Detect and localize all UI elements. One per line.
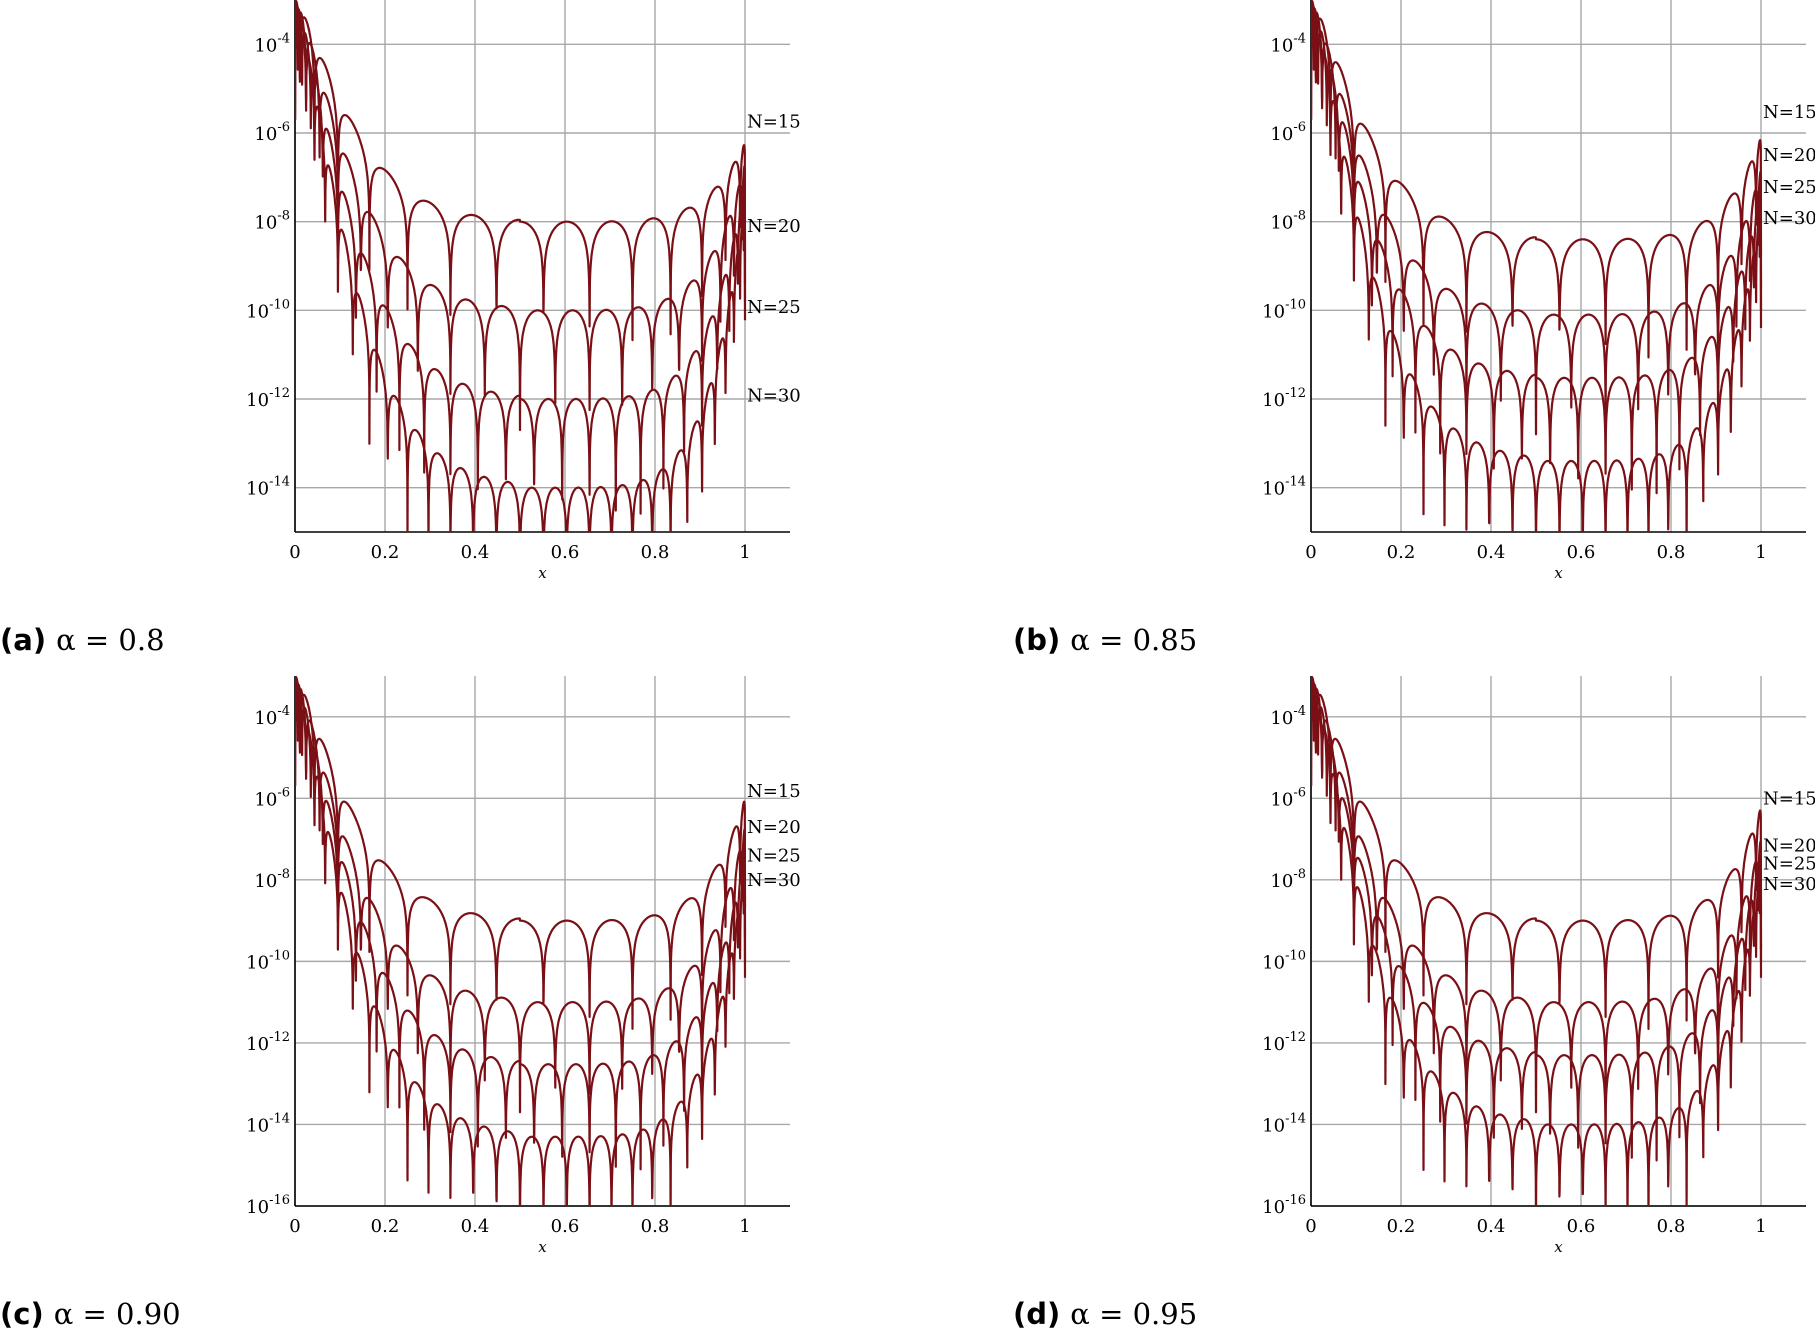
y-tick-label: 10-10	[1262, 948, 1306, 973]
curves	[1311, 676, 1763, 1206]
x-tick-label: 0.2	[371, 1216, 400, 1237]
series-line-N=15	[1311, 676, 1763, 1030]
y-tick-label: 10-6	[254, 120, 290, 145]
x-tick-label: 0.6	[551, 542, 580, 563]
curves	[295, 676, 747, 1206]
y-tick-label: 10-14	[1262, 1111, 1306, 1136]
y-tick-label: 10-8	[254, 867, 290, 892]
x-tick-label: 0.8	[1657, 542, 1686, 563]
y-tick-label: 10-8	[1270, 209, 1306, 234]
series-line-N=30	[295, 0, 747, 532]
series-label: N=25	[747, 845, 801, 866]
panel-caption: (a) α = 0.8	[0, 623, 165, 657]
x-tick-label: 0.6	[551, 1216, 580, 1237]
series-label: N=15	[1763, 788, 1815, 809]
series-line-N=30	[1311, 0, 1763, 532]
x-tick-label: 0.8	[1657, 1216, 1686, 1237]
x-tick-label: 0.8	[641, 542, 670, 563]
chart-panel-2: 0 0.2 0.4 0.6 0.8 1 x 10-4 10-6 10-8 10-10 10-12 10-…	[0, 676, 801, 1331]
x-axis-label: x	[1554, 1238, 1563, 1256]
y-tick-label: 10-14	[246, 475, 290, 500]
series-line-N=15	[1311, 0, 1763, 359]
chart-panel-3: 0 0.2 0.4 0.6 0.8 1 x 10-4 10-6 10-8 10-10 10-12 10-…	[1013, 676, 1815, 1331]
x-tick-label: 0.8	[641, 1216, 670, 1237]
series-label: N=25	[1763, 177, 1815, 198]
y-tick-label: 10-4	[254, 704, 290, 729]
y-tick-label: 10-10	[1262, 297, 1306, 322]
x-tick-label: 0	[1305, 1216, 1316, 1237]
series-label: N=30	[1763, 208, 1815, 229]
series-line-N=20	[295, 0, 747, 432]
series-label: N=30	[747, 385, 801, 406]
y-tick-label: 10-6	[254, 785, 290, 810]
y-tick-label: 10-4	[254, 31, 290, 56]
y-tick-label: 10-8	[1270, 867, 1306, 892]
series-label: N=15	[1763, 102, 1815, 123]
x-tick-label: 0.2	[1387, 1216, 1416, 1237]
y-tick-label: 10-14	[1262, 475, 1306, 500]
series-line-N=30	[1311, 676, 1763, 1206]
x-axis-label: x	[538, 564, 547, 582]
series-line-N=15	[295, 0, 747, 342]
curves	[1311, 0, 1763, 532]
series-line-N=30	[295, 676, 747, 1206]
series-label: N=25	[1763, 854, 1815, 875]
y-tick-label: 10-10	[246, 948, 290, 973]
panel-caption: (c) α = 0.90	[0, 1297, 181, 1331]
y-tick-label: 10-16	[1262, 1193, 1306, 1218]
series-line-N=20	[1311, 0, 1763, 436]
x-tick-label: 0.4	[1477, 1216, 1506, 1237]
x-tick-label: 0	[289, 542, 300, 563]
x-tick-label: 0.6	[1567, 542, 1596, 563]
series-line-N=25	[1311, 676, 1763, 1162]
series-label: N=30	[747, 870, 801, 891]
x-tick-label: 1	[1755, 542, 1766, 563]
x-tick-label: 0.6	[1567, 1216, 1596, 1237]
series-line-N=20	[295, 676, 747, 1114]
y-tick-label: 10-10	[246, 297, 290, 322]
series-label: N=15	[747, 112, 801, 133]
series-label: N=20	[1763, 835, 1815, 856]
series-line-N=25	[295, 676, 747, 1171]
y-tick-label: 10-14	[246, 1111, 290, 1136]
y-tick-label: 10-6	[1270, 120, 1306, 145]
chart-panel-1: 0 0.2 0.4 0.6 0.8 1 x 10-4 10-6 10-8 10-10 10-12 10-…	[1013, 0, 1815, 657]
panel-caption: (b) α = 0.85	[1013, 623, 1197, 657]
y-tick-label: 10-4	[1270, 704, 1306, 729]
x-axis-label: x	[1554, 564, 1563, 582]
y-tick-label: 10-8	[254, 209, 290, 234]
x-axis-label: x	[538, 1238, 547, 1256]
x-tick-label: 1	[739, 1216, 750, 1237]
x-tick-label: 0.4	[461, 1216, 490, 1237]
series-line-N=25	[295, 0, 747, 515]
y-tick-label: 10-16	[246, 1193, 290, 1218]
series-label: N=20	[747, 216, 801, 237]
series-line-N=15	[295, 676, 747, 1030]
x-tick-label: 0.4	[461, 542, 490, 563]
series-line-N=25	[1311, 0, 1763, 495]
y-tick-label: 10-12	[1262, 1030, 1306, 1055]
x-tick-label: 0.2	[371, 542, 400, 563]
y-tick-label: 10-4	[1270, 31, 1306, 56]
y-tick-label: 10-12	[246, 386, 290, 411]
series-label: N=25	[747, 297, 801, 318]
x-tick-label: 0	[289, 1216, 300, 1237]
curves	[295, 0, 747, 532]
chart-panel-0: 0 0.2 0.4 0.6 0.8 1 x 10-4 10-6 10-8 10-10 10-12 10-…	[0, 0, 801, 657]
series-label: N=20	[1763, 145, 1815, 166]
x-tick-label: 0	[1305, 542, 1316, 563]
y-tick-label: 10-6	[1270, 785, 1306, 810]
series-label: N=15	[747, 781, 801, 802]
series-line-N=20	[1311, 676, 1763, 1114]
x-tick-label: 0.4	[1477, 542, 1506, 563]
series-label: N=20	[747, 817, 801, 838]
y-tick-label: 10-12	[1262, 386, 1306, 411]
x-tick-label: 1	[1755, 1216, 1766, 1237]
y-tick-label: 10-12	[246, 1030, 290, 1055]
panel-caption: (d) α = 0.95	[1013, 1297, 1197, 1331]
x-tick-label: 1	[739, 542, 750, 563]
x-tick-label: 0.2	[1387, 542, 1416, 563]
series-label: N=30	[1763, 874, 1815, 895]
